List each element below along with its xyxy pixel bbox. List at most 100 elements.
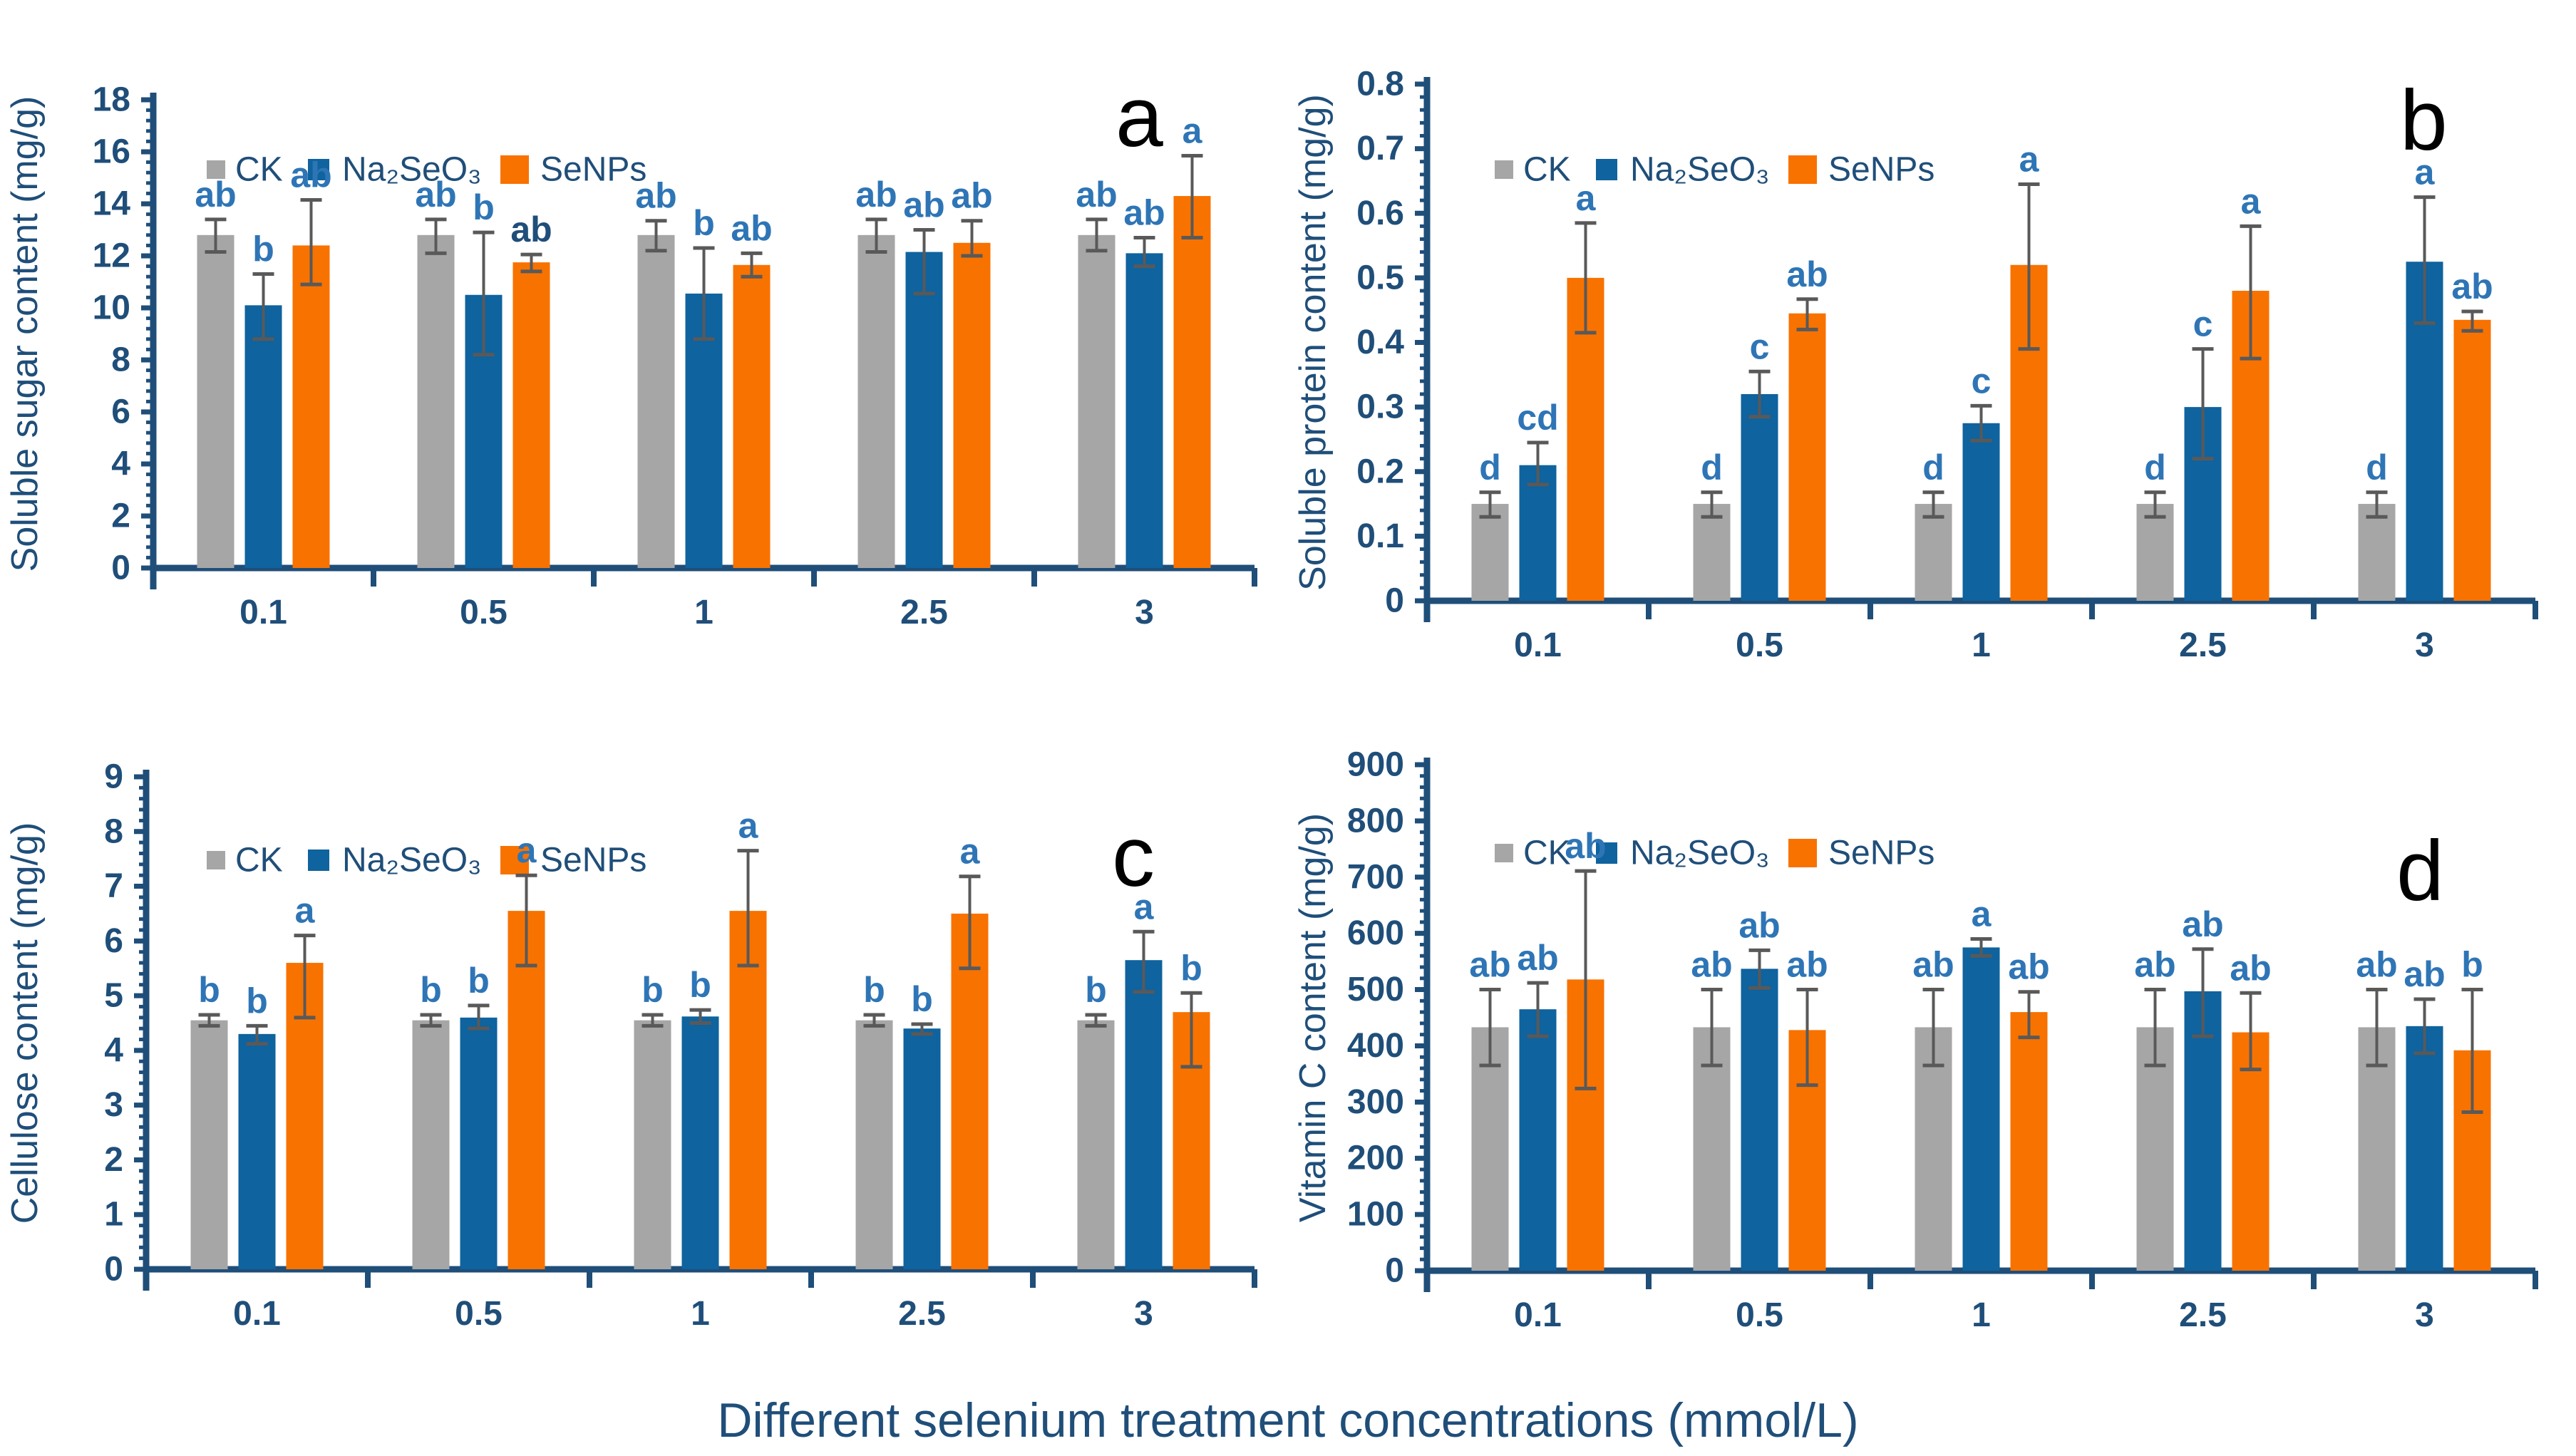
bar-CK-1 (1915, 1027, 1952, 1271)
legend-swatch-SeNPs (1788, 155, 1817, 184)
bar-CK-0.5 (1693, 504, 1731, 601)
sig-letter: ab (951, 176, 992, 216)
bar-Na₂SeO₃-3 (1125, 960, 1163, 1269)
y-tick-label: 6 (111, 393, 130, 431)
bar-Na₂SeO₃-0.5 (460, 1017, 498, 1269)
sig-letter: b (246, 981, 268, 1021)
legend-label: Na₂SeO₃ (1630, 835, 1770, 872)
x-tick-label: 3 (1134, 1295, 1153, 1333)
y-tick-label: 0.3 (1356, 388, 1404, 426)
sig-letter: d (1922, 448, 1944, 487)
sig-letter: a (2019, 139, 2040, 179)
y-tick-label: 14 (93, 185, 131, 223)
sig-letter: a (2415, 153, 2436, 192)
panel-letter: c (1112, 809, 1155, 904)
bar-SeNPs-0.5 (508, 911, 545, 1269)
y-axis-title: Vitamin C content (mg/g) (1292, 813, 1334, 1222)
bar-SeNPs-2.5 (2232, 1032, 2270, 1271)
bar-Na₂SeO₃-3 (1125, 253, 1163, 568)
x-tick-label: 0.1 (1514, 626, 1562, 664)
x-tick-label: 3 (2415, 626, 2434, 664)
bar-Na₂SeO₃-1 (1962, 423, 2000, 601)
sig-letter: a (1134, 887, 1155, 926)
sig-letter: ab (731, 208, 772, 248)
y-tick-label: 4 (104, 1031, 123, 1069)
x-tick-label: 2.5 (2179, 1296, 2227, 1334)
y-tick-label: 500 (1347, 971, 1404, 1008)
y-tick-label: 10 (93, 289, 130, 327)
sig-letter: ab (510, 210, 552, 249)
sig-letter: ab (1786, 945, 1828, 985)
bar-SeNPs-1 (729, 911, 767, 1269)
x-tick-label: 0.5 (1736, 626, 1783, 664)
y-tick-label: 8 (104, 812, 123, 850)
sig-letter: b (693, 203, 715, 243)
panel-letter: d (2396, 823, 2444, 919)
panel-b: CK Na₂SeO₃ SeNPs 0 0.1 0.2 0.3 0.4 0.5 0.6 0.7 0.8 0… (1288, 0, 2576, 702)
y-tick-label: 0 (104, 1251, 123, 1289)
sig-letter: a (2241, 181, 2262, 221)
legend-swatch-CK (207, 851, 225, 869)
x-tick-label: 1 (694, 594, 713, 631)
sig-letter: ab (1517, 938, 1558, 978)
legend-label: Na₂SeO₃ (342, 842, 482, 879)
y-tick-label: 0.5 (1356, 259, 1404, 296)
bar-SeNPs-2.5 (951, 913, 989, 1269)
x-tick-label: 2.5 (898, 1295, 946, 1333)
y-tick-label: 0.8 (1356, 66, 1404, 103)
y-tick-label: 200 (1347, 1140, 1404, 1177)
y-tick-label: 900 (1347, 746, 1404, 784)
bar-Na₂SeO₃-0.5 (1741, 969, 1778, 1271)
sig-letter: ab (1565, 826, 1606, 866)
legend-label: Na₂SeO₃ (342, 151, 482, 189)
x-axis-title: Different selenium treatment concentrati… (717, 1393, 1859, 1447)
sig-letter: ab (1123, 192, 1165, 232)
x-tick-label: 3 (1135, 594, 1154, 631)
legend-swatch-CK (1495, 160, 1513, 179)
bar-SeNPs-3 (1173, 196, 1211, 568)
sig-letter: ab (635, 176, 676, 216)
sig-letter: b (642, 970, 664, 1010)
sig-letter: ab (195, 175, 236, 215)
sig-letter: ab (1786, 254, 1828, 294)
sig-letter: b (689, 965, 711, 1005)
bar-CK-0.1 (190, 1020, 228, 1269)
legend-swatch-SeNPs (1788, 839, 1817, 867)
sig-letter: ab (2451, 267, 2493, 306)
sig-letter: b (863, 970, 885, 1010)
sig-letter: ab (903, 185, 944, 225)
panel-b-chart: CK Na₂SeO₃ SeNPs 0 0.1 0.2 0.3 0.4 0.5 0.6 0.7 0.8 0… (1292, 66, 2538, 664)
panel-c: CK Na₂SeO₃ SeNPs 0 1 2 3 4 5 6 7 8 9 0.1 0.5 1 2.5 3 b b a b b… (0, 702, 1288, 1392)
panel-a-chart: CK Na₂SeO₃ SeNPs 0 2 4 6 8 10 12 14 16 18 0.1 0.5 1 2.5 3… (4, 69, 1257, 631)
bar-CK-2.5 (2136, 504, 2174, 601)
y-tick-label: 0.4 (1356, 324, 1404, 361)
y-tick-label: 2 (111, 497, 130, 535)
sig-letter: a (960, 832, 981, 872)
x-tick-label: 1 (1972, 1296, 1991, 1334)
y-tick-label: 16 (93, 133, 130, 171)
x-tick-label: 1 (691, 1295, 710, 1333)
y-tick-label: 0 (1385, 582, 1404, 620)
bar-CK-2.5 (2136, 1027, 2174, 1271)
y-tick-label: 0 (111, 549, 130, 587)
sig-letter: ab (2404, 954, 2445, 994)
bar-CK-0.1 (1471, 1027, 1509, 1271)
x-tick-label: 1 (1972, 626, 1991, 664)
sig-letter: ab (2134, 945, 2175, 985)
bar-Na₂SeO₃-0.1 (1519, 465, 1557, 601)
sig-letter: ab (1691, 945, 1732, 985)
bar-CK-0.5 (1693, 1027, 1731, 1271)
sig-letter: a (738, 806, 759, 846)
panel-letter: b (2400, 73, 2448, 168)
y-tick-label: 600 (1347, 914, 1404, 952)
sig-letter: a (1576, 178, 1597, 218)
legend-label: SeNPs (1828, 835, 1934, 872)
sig-letter: a (517, 830, 537, 870)
sig-letter: ab (1738, 905, 1780, 945)
x-tick-label: 2.5 (2179, 626, 2227, 664)
sig-letter: b (911, 979, 933, 1019)
legend-label: Na₂SeO₃ (1630, 151, 1770, 189)
x-tick-label: 0.1 (233, 1295, 281, 1333)
y-tick-label: 3 (104, 1086, 123, 1124)
